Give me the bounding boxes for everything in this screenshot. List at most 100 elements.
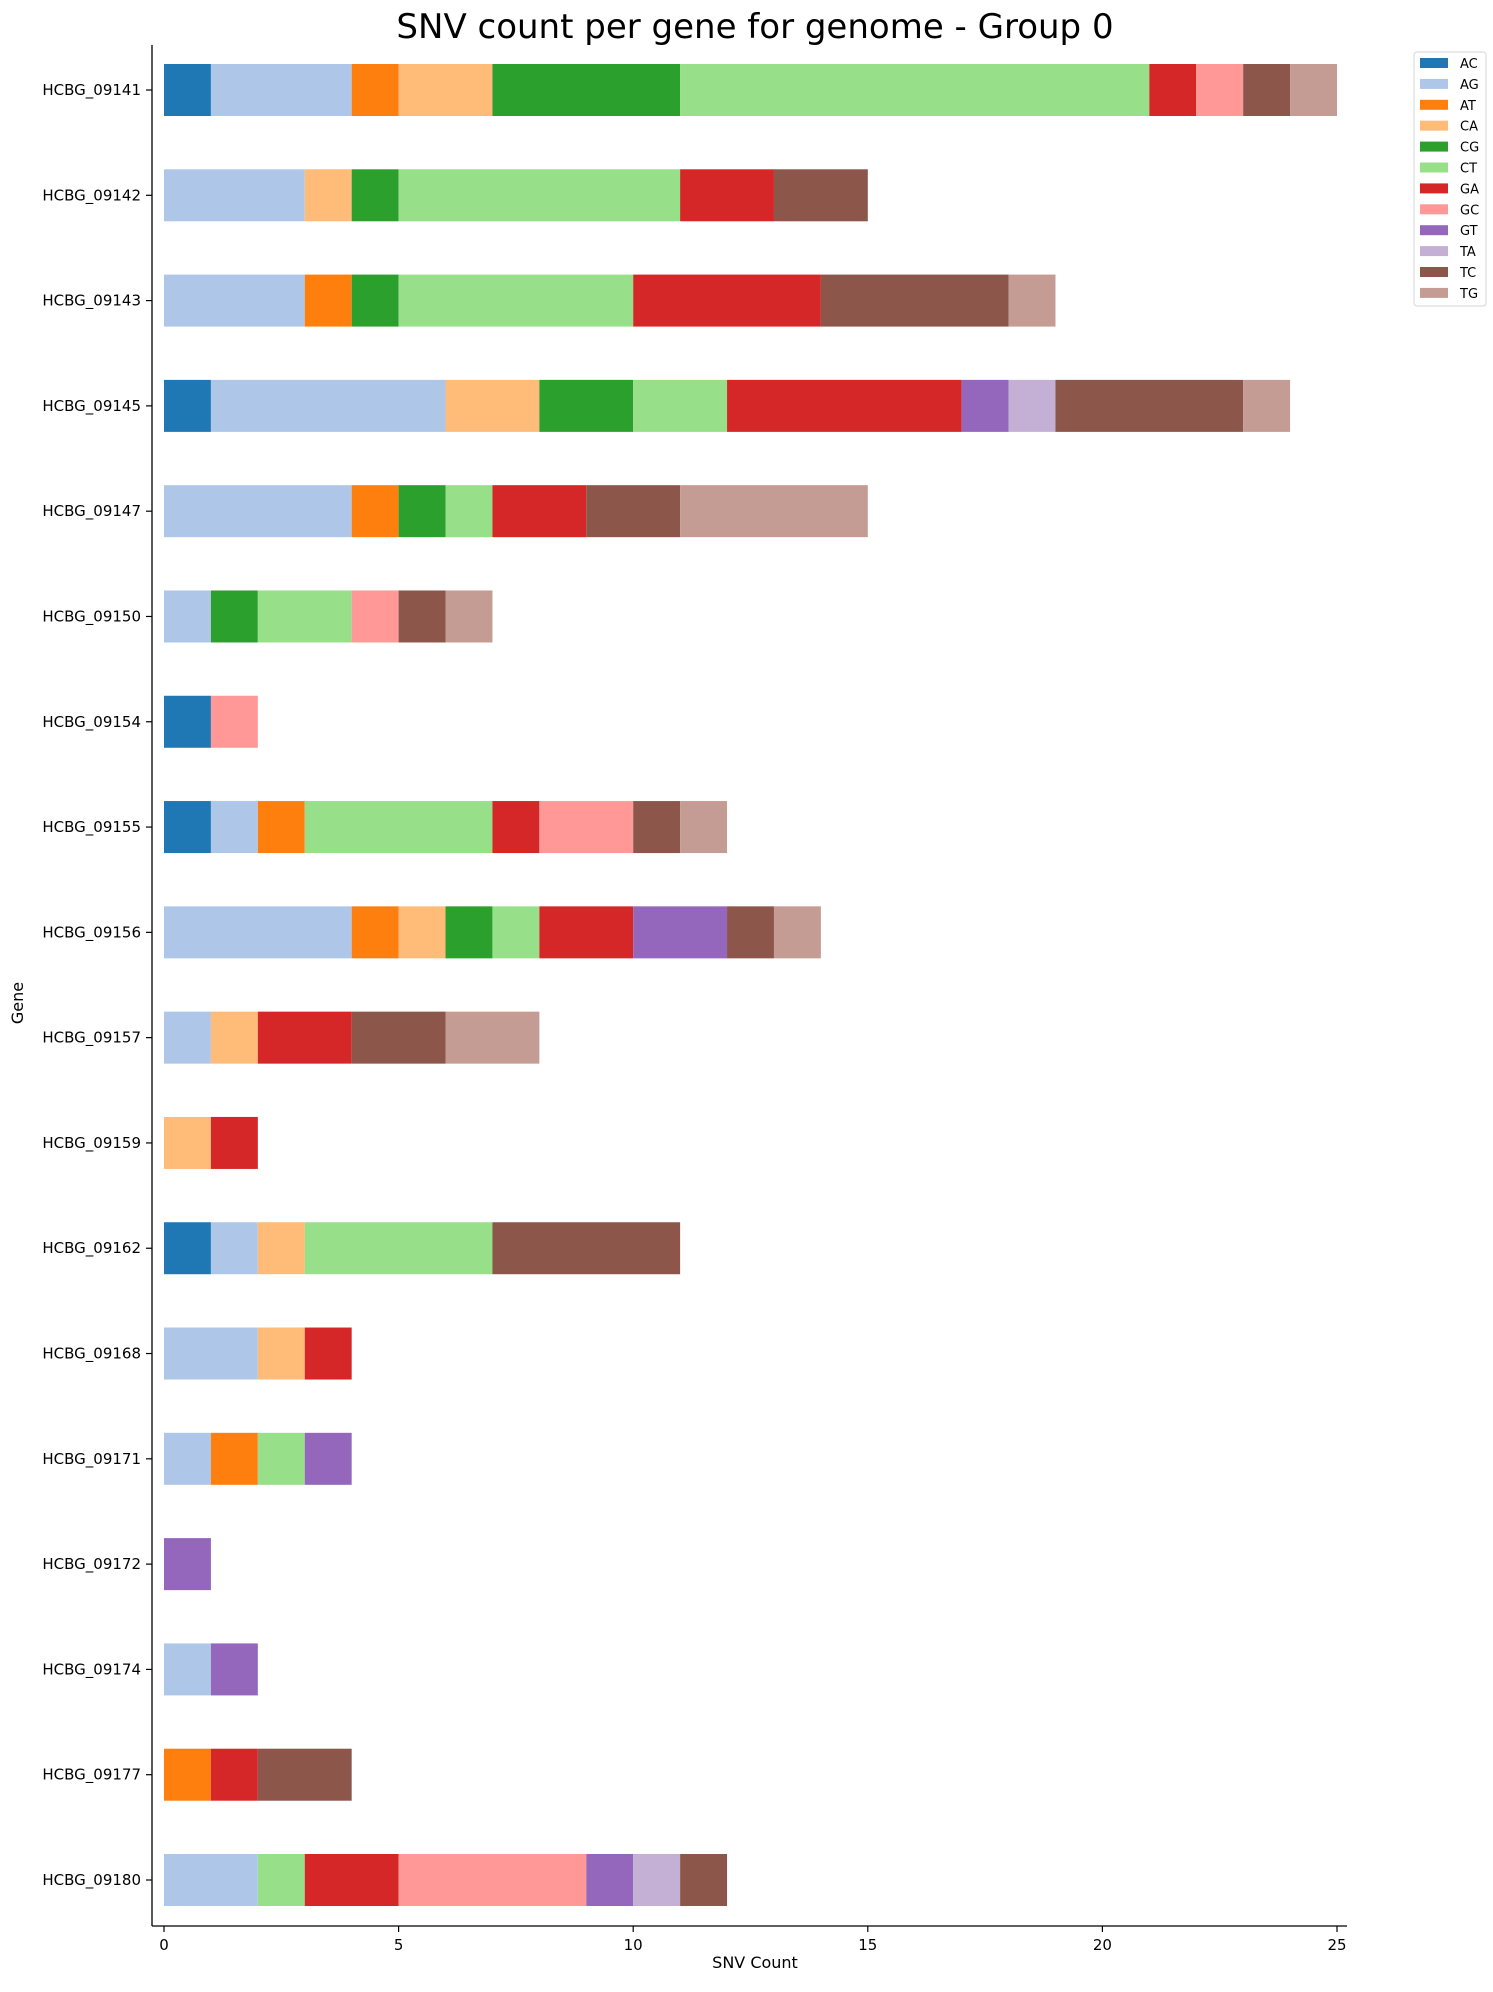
bar-segment-ac-hcbg-09141 [164, 64, 211, 116]
legend-swatch-tg [1420, 287, 1448, 298]
legend-label-gc: GC [1460, 203, 1479, 218]
y-tick-label: HCBG_09150 [42, 607, 141, 626]
bar-segment-tg-hcbg-09141 [1290, 64, 1337, 116]
bar-segment-tc-hcbg-09141 [1243, 64, 1291, 116]
bar-segment-ca-hcbg-09141 [398, 64, 493, 116]
x-tick-label: 15 [858, 1936, 877, 1954]
legend-swatch-ca [1420, 120, 1448, 131]
bar-segment-ct-hcbg-09156 [492, 906, 540, 959]
bar-segment-ca-hcbg-09168 [257, 1327, 305, 1380]
bar-segment-ag-hcbg-09142 [164, 169, 305, 222]
legend-label-at: AT [1460, 99, 1476, 114]
bar-segment-ga-hcbg-09143 [633, 274, 821, 327]
legend-label-gt: GT [1460, 224, 1478, 239]
bar-segment-tc-hcbg-09177 [257, 1748, 352, 1801]
y-tick-label: HCBG_09143 [42, 292, 141, 311]
bar-segment-ac-hcbg-09145 [164, 379, 211, 432]
x-axis-label: SNV Count [712, 1953, 798, 1972]
y-tick-label: HCBG_09142 [42, 186, 141, 205]
x-tick-label: 25 [1327, 1936, 1346, 1954]
bar-segment-at-hcbg-09147 [351, 485, 399, 538]
bar-segment-ct-hcbg-09141 [680, 64, 1150, 116]
bar-segment-tc-hcbg-09180 [680, 1854, 728, 1906]
legend-label-ac: AC [1460, 57, 1478, 72]
legend-swatch-at [1420, 99, 1448, 110]
bar-segment-ct-hcbg-09147 [445, 485, 493, 538]
bar-segment-ta-hcbg-09145 [1008, 379, 1056, 432]
bar-segment-at-hcbg-09177 [164, 1748, 211, 1801]
x-tick-label: 20 [1093, 1936, 1112, 1954]
bar-segment-ta-hcbg-09180 [633, 1854, 681, 1906]
bar-segment-ag-hcbg-09147 [164, 485, 352, 538]
legend-label-ga: GA [1460, 182, 1479, 197]
bar-segment-ca-hcbg-09142 [304, 169, 352, 222]
bar-segment-tg-hcbg-09156 [773, 906, 821, 959]
bar-segment-ga-hcbg-09142 [680, 169, 774, 222]
bar-segment-at-hcbg-09171 [210, 1432, 258, 1485]
bar-segment-tg-hcbg-09157 [445, 1011, 540, 1064]
bar-segment-gt-hcbg-09145 [961, 379, 1009, 432]
bar-segment-ag-hcbg-09162 [210, 1222, 258, 1275]
bar-segment-gt-hcbg-09171 [304, 1432, 352, 1485]
bar-segment-ga-hcbg-09141 [1149, 64, 1197, 116]
bar-segment-ga-hcbg-09159 [210, 1116, 258, 1169]
y-tick-label: HCBG_09156 [42, 923, 141, 942]
bar-segment-gt-hcbg-09156 [633, 906, 728, 959]
bar-segment-tc-hcbg-09150 [398, 590, 446, 643]
bar-segment-ct-hcbg-09145 [633, 379, 728, 432]
legend-swatch-tc [1420, 267, 1448, 277]
legend-label-ta: TA [1459, 245, 1476, 260]
legend-swatch-cg [1420, 141, 1448, 152]
y-ticks-layer: HCBG_09141 HCBG_09142 HCBG_09143 HCBG_09145… [42, 81, 152, 1890]
bar-segment-ga-hcbg-09180 [304, 1854, 399, 1906]
bar-segment-cg-hcbg-09145 [539, 379, 634, 432]
y-tick-label: HCBG_09141 [42, 81, 141, 100]
bar-segment-tg-hcbg-09143 [1008, 274, 1056, 327]
x-ticks-layer: 0 5 10 15 20 25 [159, 1926, 1347, 1954]
bar-segment-ag-hcbg-09174 [164, 1643, 211, 1696]
y-tick-label: HCBG_09147 [42, 502, 141, 521]
bar-segment-at-hcbg-09156 [351, 906, 399, 959]
legend-label-ag: AG [1460, 78, 1479, 93]
bar-segment-ca-hcbg-09145 [445, 379, 540, 432]
y-tick-label: HCBG_09159 [42, 1134, 141, 1153]
bar-segment-ac-hcbg-09154 [164, 695, 211, 748]
bar-segment-ga-hcbg-09155 [492, 801, 540, 854]
legend-label-cg: CG [1460, 141, 1479, 156]
y-tick-label: HCBG_09171 [42, 1450, 141, 1469]
bar-segment-ga-hcbg-09147 [492, 485, 587, 538]
axes-layer [151, 45, 1347, 1927]
bar-segment-ag-hcbg-09145 [210, 379, 446, 432]
x-tick-label: 10 [624, 1936, 643, 1954]
bars-layer [164, 64, 1337, 1906]
legend-label-ca: CA [1460, 120, 1478, 135]
x-tick-label: 5 [394, 1936, 404, 1954]
bar-segment-ct-hcbg-09162 [304, 1222, 493, 1275]
legend-swatch-ac [1420, 58, 1448, 68]
bar-segment-ag-hcbg-09155 [210, 801, 258, 854]
bar-segment-ct-hcbg-09155 [304, 801, 493, 854]
bar-segment-gt-hcbg-09174 [210, 1643, 258, 1696]
bar-segment-tg-hcbg-09145 [1243, 379, 1291, 432]
bar-segment-tc-hcbg-09155 [633, 801, 681, 854]
bar-segment-ag-hcbg-09156 [164, 906, 352, 959]
legend-swatch-gc [1420, 204, 1448, 215]
bar-segment-ct-hcbg-09150 [257, 590, 352, 643]
legend-label-tg: TG [1459, 287, 1478, 302]
legend-swatch-gt [1420, 225, 1448, 236]
bar-segment-tc-hcbg-09143 [820, 274, 1009, 327]
bar-segment-cg-hcbg-09150 [210, 590, 258, 643]
bar-segment-ca-hcbg-09157 [210, 1011, 258, 1064]
bar-segment-gc-hcbg-09150 [351, 590, 399, 643]
bar-segment-ag-hcbg-09168 [164, 1327, 258, 1380]
bar-segment-ag-hcbg-09171 [164, 1432, 211, 1485]
bar-segment-gc-hcbg-09180 [398, 1854, 587, 1906]
legend-box [1413, 51, 1487, 307]
y-tick-label: HCBG_09157 [42, 1029, 141, 1048]
y-tick-label: HCBG_09168 [42, 1345, 141, 1364]
bar-segment-at-hcbg-09155 [257, 801, 305, 854]
bar-segment-tc-hcbg-09145 [1055, 379, 1244, 432]
bar-segment-at-hcbg-09141 [351, 64, 399, 116]
bar-segment-gc-hcbg-09155 [539, 801, 634, 854]
